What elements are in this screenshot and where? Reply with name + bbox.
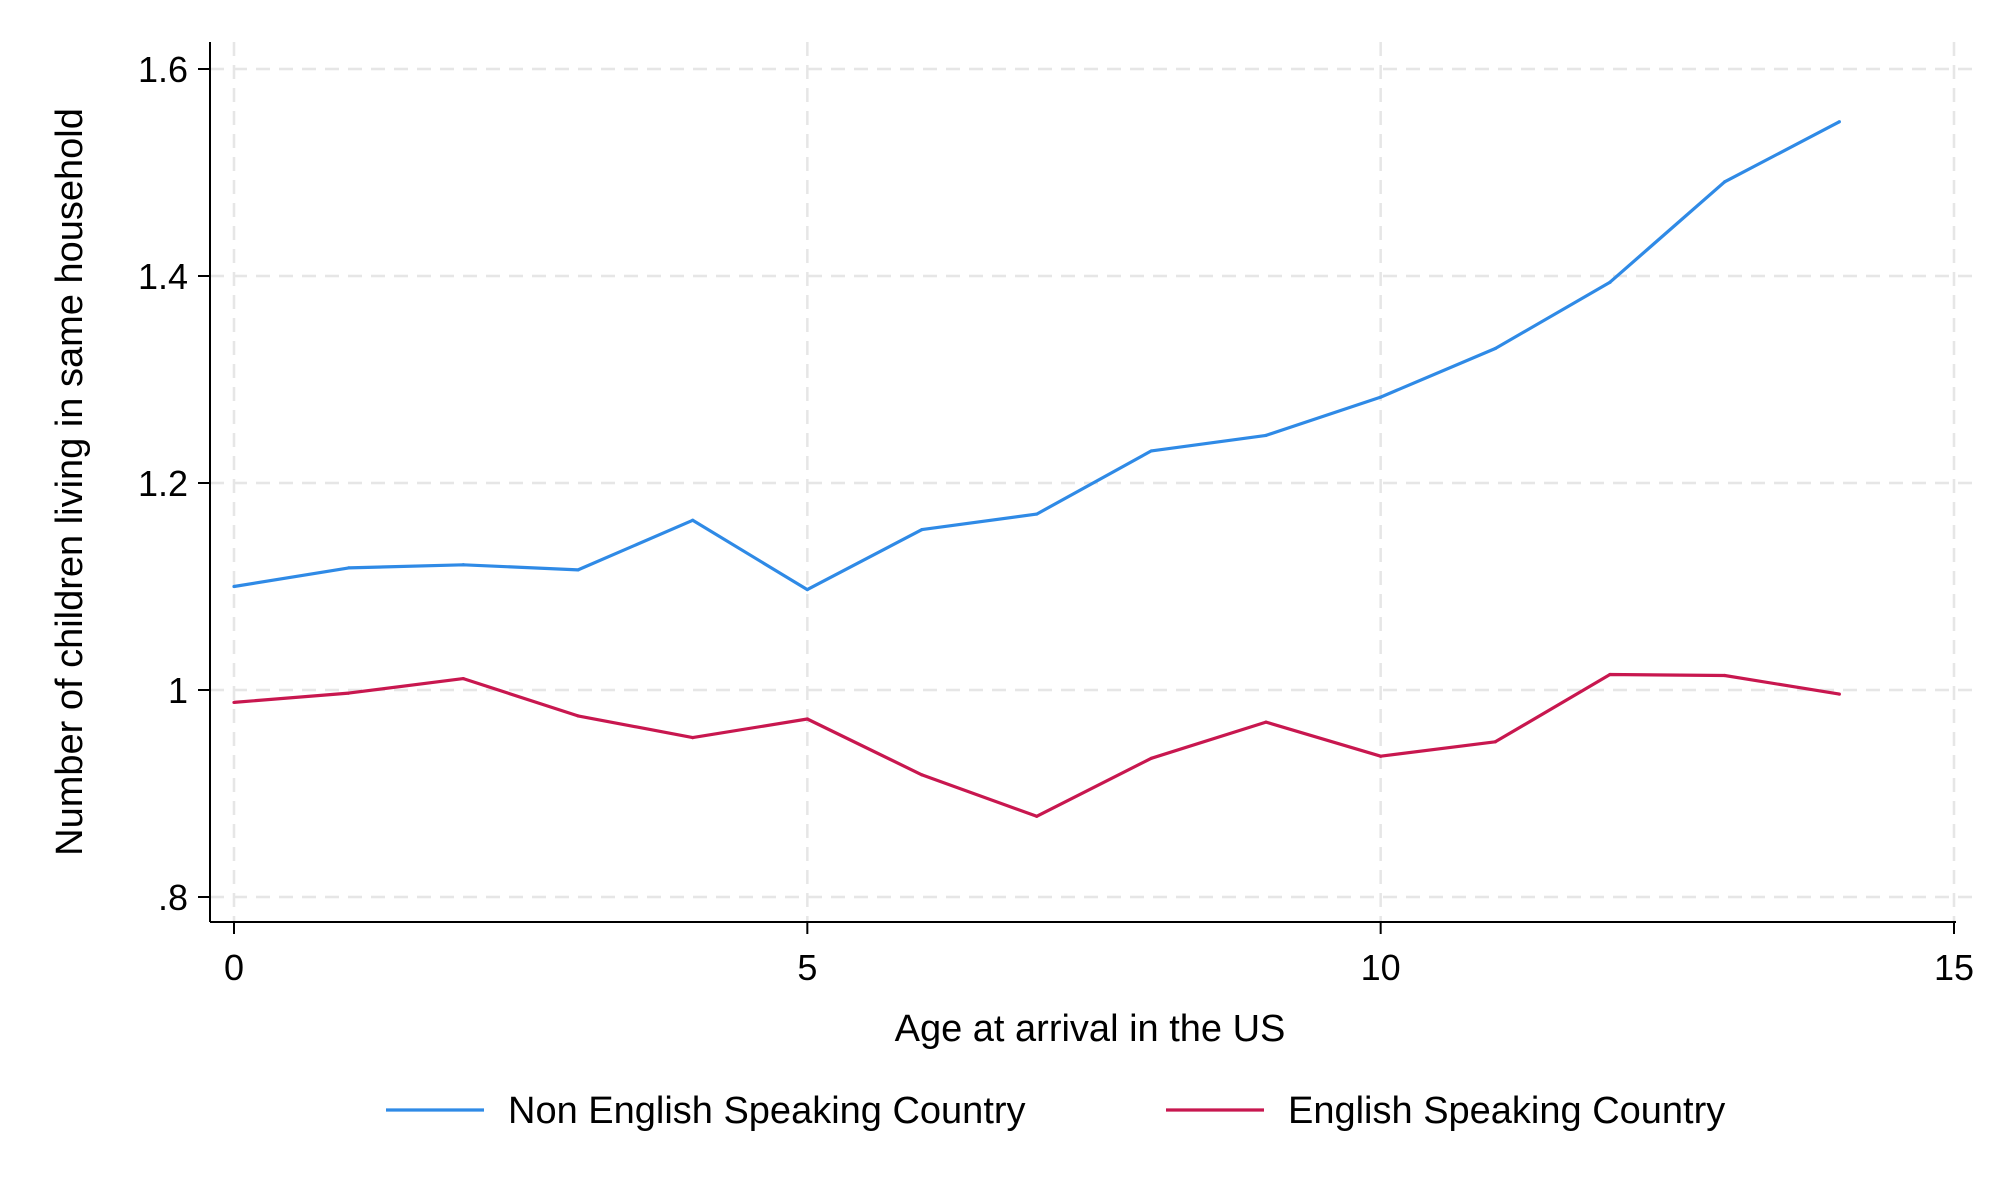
series-0-point-7 bbox=[1035, 512, 1039, 516]
series-1-point-7 bbox=[1035, 814, 1039, 818]
series-lines bbox=[232, 120, 1841, 818]
series-1-point-4 bbox=[691, 736, 695, 740]
series-1-point-1 bbox=[347, 691, 351, 695]
series-1-point-10 bbox=[1379, 754, 1383, 758]
y-tick-label-0: .8 bbox=[158, 877, 188, 918]
y-tick-label-2: 1.2 bbox=[138, 463, 188, 504]
series-0-point-5 bbox=[805, 588, 809, 592]
series-1-point-12 bbox=[1608, 672, 1612, 677]
series-0-point-3 bbox=[576, 568, 580, 572]
series-0-point-4 bbox=[691, 518, 695, 522]
legend: Non English Speaking Country English Spea… bbox=[386, 1090, 1725, 1132]
series-1-point-2 bbox=[461, 677, 465, 681]
x-tick-label-2: 10 bbox=[1361, 947, 1401, 988]
series-1-point-13 bbox=[1723, 673, 1727, 678]
x-tick-label-0: 0 bbox=[224, 947, 244, 988]
y-tick-label-1: 1 bbox=[168, 670, 188, 711]
series-0-point-6 bbox=[920, 527, 924, 532]
series-0-point-9 bbox=[1264, 433, 1268, 437]
y-axis-title: Number of children living in same househ… bbox=[49, 108, 91, 856]
series-1-point-6 bbox=[920, 773, 924, 777]
series-line-1 bbox=[233, 672, 1840, 818]
series-1-point-5 bbox=[805, 717, 809, 721]
series-0-point-11 bbox=[1493, 346, 1497, 351]
legend-label-1: English Speaking Country bbox=[1288, 1090, 1725, 1132]
grid-lines bbox=[210, 42, 1977, 922]
series-1-point-8 bbox=[1149, 756, 1153, 760]
series-0-point-0 bbox=[232, 584, 236, 589]
y-tick-label-4: 1.6 bbox=[138, 49, 188, 90]
series-1-point-9 bbox=[1264, 720, 1268, 724]
axes bbox=[198, 42, 1956, 934]
legend-label-0: Non English Speaking Country bbox=[508, 1090, 1026, 1132]
series-0-point-10 bbox=[1379, 395, 1383, 399]
series-0-point-14 bbox=[1837, 120, 1841, 124]
series-0-point-12 bbox=[1608, 280, 1612, 284]
series-0-point-2 bbox=[461, 563, 465, 567]
series-1-point-0 bbox=[232, 700, 236, 705]
x-tick-label-3: 15 bbox=[1934, 947, 1974, 988]
x-tick-label-1: 5 bbox=[797, 947, 817, 988]
series-0-point-8 bbox=[1149, 449, 1153, 453]
series-0-point-13 bbox=[1723, 180, 1727, 184]
series-1-point-11 bbox=[1493, 740, 1497, 744]
tick-labels: .8 1 1.2 1.4 1.6 0 5 10 15 bbox=[138, 49, 1974, 988]
series-0-point-1 bbox=[347, 566, 351, 570]
series-1-point-3 bbox=[576, 714, 580, 718]
y-tick-label-3: 1.4 bbox=[138, 256, 188, 297]
series-1-point-14 bbox=[1837, 692, 1841, 696]
series-line-0 bbox=[233, 120, 1841, 592]
x-axis-title: Age at arrival in the US bbox=[895, 1008, 1286, 1050]
